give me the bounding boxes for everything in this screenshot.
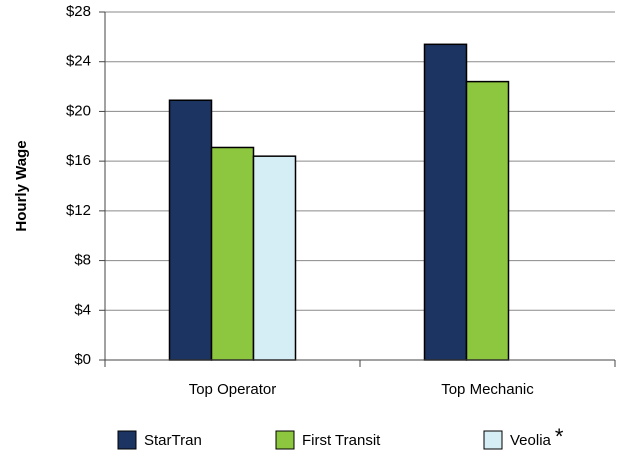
legend-label: First Transit xyxy=(302,432,381,449)
legend-swatch xyxy=(483,430,503,450)
legend-swatch xyxy=(117,430,137,450)
legend-label: Veolia xyxy=(510,432,552,449)
bar xyxy=(465,80,510,361)
y-tick-label: $4 xyxy=(74,301,91,318)
y-tick-label: $20 xyxy=(66,102,91,119)
x-tick-label: Top Mechanic xyxy=(441,381,534,398)
bar xyxy=(252,155,297,361)
y-tick-label: $0 xyxy=(74,351,91,368)
y-tick-label: $16 xyxy=(66,152,91,169)
legend-note: * xyxy=(555,424,564,449)
bar xyxy=(168,99,213,361)
y-tick-label: $12 xyxy=(66,202,91,219)
y-tick-label: $28 xyxy=(66,3,91,20)
bar xyxy=(423,43,468,361)
y-axis-label: Hourly Wage xyxy=(13,140,30,231)
bar xyxy=(210,146,255,361)
legend-label: StarTran xyxy=(144,432,202,449)
legend-swatch xyxy=(275,430,295,450)
x-tick-label: Top Operator xyxy=(189,381,277,398)
y-tick-label: $8 xyxy=(74,252,91,269)
y-tick-label: $24 xyxy=(66,53,91,70)
